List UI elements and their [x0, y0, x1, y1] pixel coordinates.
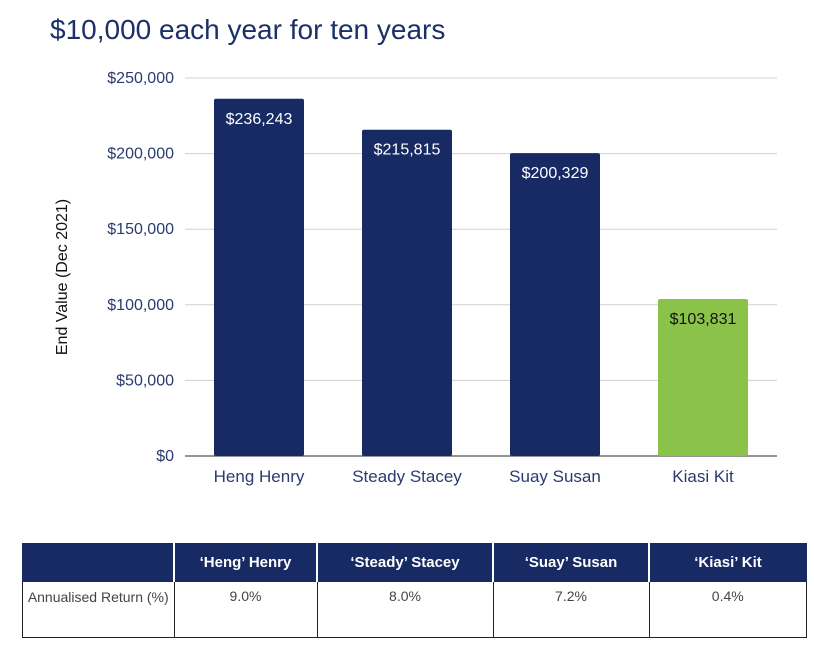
y-tick-label: $0: [156, 448, 174, 465]
y-axis-label: End Value (Dec 2021): [54, 199, 71, 355]
table-header-stacey: ‘Steady’ Stacey: [316, 543, 494, 582]
bar-data-label: $236,243: [226, 111, 293, 128]
y-tick-label: $150,000: [107, 221, 174, 238]
table-header-susan: ‘Suay’ Susan: [492, 543, 650, 582]
bar-data-label: $200,329: [522, 165, 589, 182]
table-header-row: ‘Heng’ Henry ‘Steady’ Stacey ‘Suay’ Susa…: [22, 543, 807, 582]
bar: [362, 129, 452, 456]
table-header-kit: ‘Kiasi’ Kit: [648, 543, 807, 582]
table-header-empty: [22, 543, 175, 582]
y-tick-label: $50,000: [116, 372, 174, 389]
bar-data-label: $103,831: [670, 311, 737, 328]
x-tick-label: Heng Henry: [214, 467, 305, 486]
bar: [510, 153, 600, 457]
table-header-henry: ‘Heng’ Henry: [173, 543, 318, 582]
table-row-label: Annualised Return (%): [22, 581, 175, 638]
x-tick-label: Suay Susan: [509, 467, 601, 486]
y-axis-ticks: $0 $50,000 $100,000 $150,000 $200,000 $250,00…: [107, 70, 174, 465]
table-row: Annualised Return (%) 9.0% 8.0% 7.2% 0.4…: [22, 581, 807, 638]
y-tick-label: $100,000: [107, 297, 174, 314]
table-cell-kit: 0.4%: [648, 581, 807, 638]
chart-title: $10,000 each year for ten years: [50, 14, 446, 45]
x-tick-label: Steady Stacey: [352, 467, 462, 486]
bar: [658, 299, 748, 456]
bar-data-label: $215,815: [374, 142, 441, 159]
table-cell-henry: 9.0%: [173, 581, 318, 638]
y-tick-label: $250,000: [107, 70, 174, 87]
x-tick-label: Kiasi Kit: [672, 467, 734, 486]
bar: [214, 98, 304, 456]
bars: $236,243 $215,815 $200,329 $103,831: [214, 98, 748, 457]
annualised-return-table: ‘Heng’ Henry ‘Steady’ Stacey ‘Suay’ Susa…: [22, 543, 807, 638]
table-cell-susan: 7.2%: [492, 581, 650, 638]
x-axis-ticks: Heng Henry Steady Stacey Suay Susan Kiasi K…: [214, 467, 734, 486]
bar-chart: $0 $50,000 $100,000 $150,000 $200,000 $250,00…: [54, 70, 777, 486]
table-cell-stacey: 8.0%: [316, 581, 494, 638]
y-tick-label: $200,000: [107, 146, 174, 163]
